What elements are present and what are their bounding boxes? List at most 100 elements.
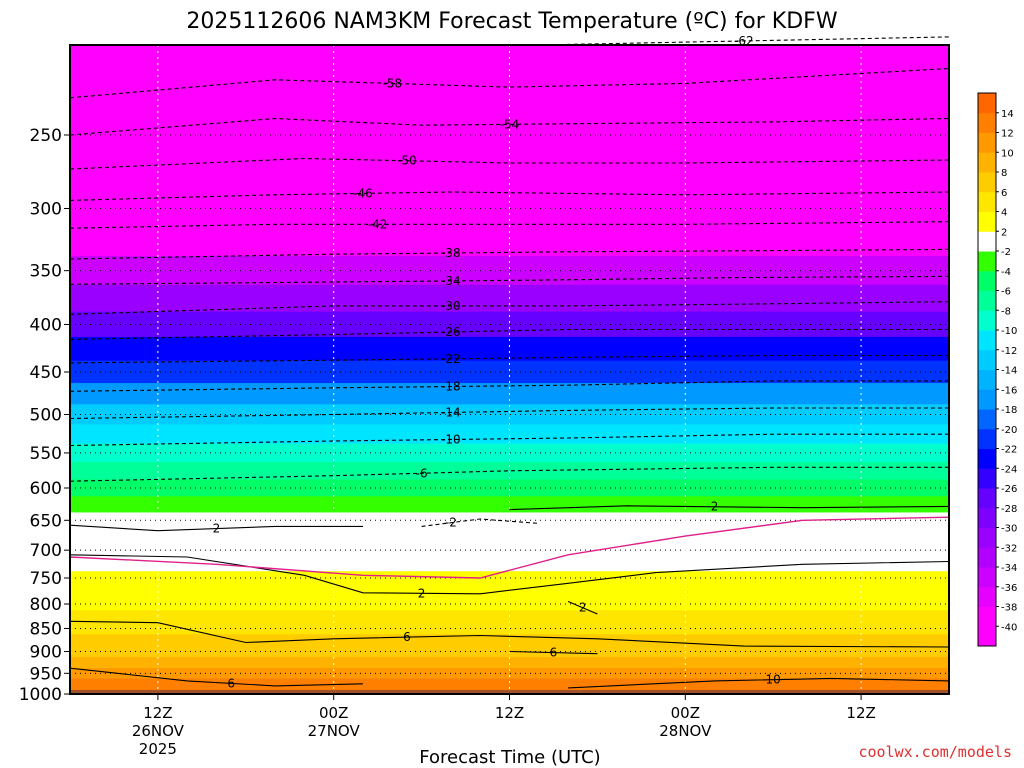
contour-line: [509, 505, 950, 511]
contour-line: [69, 248, 950, 260]
chart-title: 2025112606 NAM3KM Forecast Temperature (…: [186, 9, 837, 34]
contour-line: [421, 518, 539, 527]
temperature-band: [70, 224, 949, 257]
colorbar-label: -34: [1001, 563, 1017, 574]
y-tick-label: 1000: [19, 685, 62, 705]
colorbar-cell: [978, 428, 996, 449]
contour-label: -50: [397, 154, 417, 168]
contour-label: -30: [441, 299, 461, 313]
contour-line: [69, 301, 950, 315]
colorbar-cell: [978, 132, 996, 153]
contour-label: 2: [579, 601, 587, 615]
x-tick-label: 12Z: [143, 704, 172, 722]
colorbar-label: 8: [1001, 168, 1007, 179]
colorbar-cell: [978, 172, 996, 193]
contour-label: -42: [368, 217, 388, 231]
temperature-band: [70, 404, 949, 426]
contour-label: -22: [441, 352, 461, 366]
y-tick-label: 750: [30, 569, 62, 589]
temperature-band: [70, 678, 949, 690]
colorbar-label: -14: [1001, 366, 1017, 377]
y-tick-label: 600: [30, 479, 62, 499]
colorbar-label: -6: [1001, 287, 1011, 298]
contour-label: -58: [382, 76, 402, 90]
colorbar-cell: [978, 349, 996, 370]
colorbar-cell: [978, 93, 996, 114]
contour-line: [567, 600, 598, 615]
x-tick-label: 12Z: [495, 704, 524, 722]
contour-line: [538, 36, 950, 46]
colorbar-label: -10: [1001, 326, 1017, 337]
y-tick-label: 850: [30, 619, 62, 639]
x-tick-label: 28NOV: [659, 722, 712, 740]
contour-line: [69, 433, 949, 447]
colorbar-cell: [978, 211, 996, 232]
colorbar-label: 4: [1001, 208, 1007, 219]
plot-area: -62-58-54-50-46-42-38-34-30-26-22-18-14-…: [69, 34, 950, 695]
contour-line: [69, 524, 363, 532]
y-tick-label: 450: [30, 363, 62, 383]
colorbar-label: -30: [1001, 524, 1017, 535]
x-tick-label: 2025: [139, 740, 177, 758]
colorbar-cell: [978, 389, 996, 410]
colorbar-label: 14: [1001, 109, 1014, 120]
contour-label: 2: [418, 586, 426, 600]
y-tick-label: 650: [30, 511, 62, 531]
colorbar-cell: [978, 330, 996, 351]
contour-label: 6: [550, 646, 558, 660]
contour-label: -34: [441, 274, 461, 288]
y-tick-label: 800: [30, 595, 62, 615]
contour-line: [568, 677, 950, 689]
colorbar-cell: [978, 488, 996, 509]
x-tick-label: 27NOV: [308, 722, 361, 740]
colorbar-label: -2: [1001, 247, 1011, 258]
contour-line: [509, 650, 598, 655]
contour-label: 6: [227, 676, 235, 690]
colorbar-label: -40: [1001, 622, 1017, 633]
contour-label: -10: [441, 433, 461, 447]
colorbar-label: -4: [1001, 267, 1011, 278]
contour-line: [69, 221, 950, 229]
colorbar-label: -12: [1001, 346, 1017, 357]
contour-label: -46: [353, 186, 373, 200]
contour-line: [69, 554, 950, 595]
colorbar-cell: [978, 507, 996, 528]
contour-line: [69, 191, 950, 201]
contour-label: -18: [441, 380, 461, 394]
contour-label: 6: [403, 630, 411, 644]
contour-label: -14: [441, 405, 461, 419]
colorbar-label: -18: [1001, 405, 1017, 416]
colorbar-label: -24: [1001, 464, 1017, 475]
y-tick-label: 700: [30, 541, 62, 561]
y-tick-label: 900: [30, 643, 62, 663]
temperature-band: [70, 69, 949, 115]
colorbar-label: -16: [1001, 385, 1017, 396]
y-axis: 250 300 350 400 450 500 550 600 650 700 750 800 850 9…: [19, 126, 70, 705]
contour-line: [69, 157, 950, 170]
colorbar-cell: [978, 468, 996, 489]
contour-label: -54: [500, 117, 520, 131]
colorbar-cell: [978, 586, 996, 607]
contour-line: [69, 620, 950, 648]
y-tick-label: 400: [30, 316, 62, 336]
contour-label: 2: [711, 500, 719, 514]
colorbar-cell: [978, 310, 996, 331]
colorbar-label: -28: [1001, 504, 1017, 515]
colorbar-cell: [978, 626, 996, 647]
x-tick-label: 00Z: [319, 704, 348, 722]
contour-labels: -62-58-54-50-46-42-38-34-30-26-22-18-14-…: [213, 34, 781, 690]
colorbar-label: -26: [1001, 484, 1017, 495]
y-tick-label: 350: [30, 262, 62, 282]
grid: [70, 45, 949, 694]
colorbar-cell: [978, 290, 996, 311]
colorbar-label: -38: [1001, 603, 1017, 614]
temperature-band: [70, 496, 949, 514]
colorbar-label: 12: [1001, 129, 1014, 140]
colorbar-cell: [978, 606, 996, 627]
colorbar-cell: [978, 270, 996, 291]
y-tick-label: 250: [30, 126, 62, 146]
temperature-band: [70, 571, 949, 586]
x-tick-label: 26NOV: [132, 722, 185, 740]
colorbar-label: 10: [1001, 148, 1014, 159]
colorbar-cell: [978, 448, 996, 469]
